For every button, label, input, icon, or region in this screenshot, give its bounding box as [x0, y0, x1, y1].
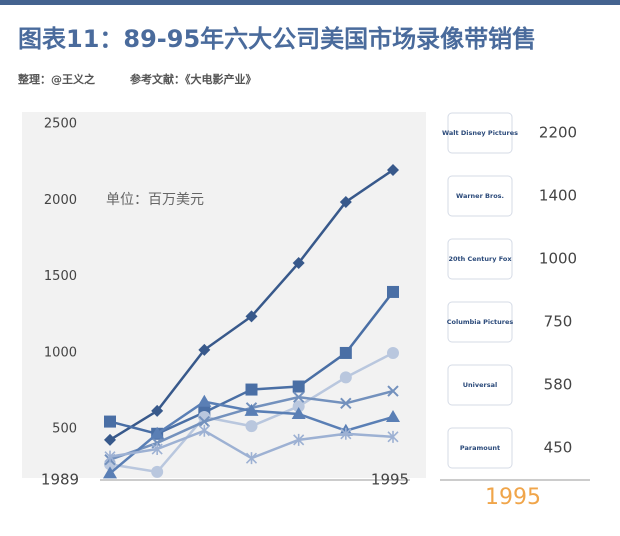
y-tick-label: 2000: [44, 193, 77, 208]
marker: [387, 285, 399, 298]
legend-badge: [447, 175, 513, 217]
legend-value: 1000: [539, 250, 577, 268]
legend-label: Universal: [463, 381, 497, 389]
marker: [293, 433, 305, 446]
y-tick-label: 500: [52, 422, 77, 437]
marker: [104, 450, 116, 463]
legend-value: 450: [544, 439, 573, 457]
top-bar: [0, 0, 620, 5]
subtitle: 整理：@王义之: [17, 72, 95, 86]
x-tick-label: 1989: [41, 471, 79, 489]
legend-label: Warner Bros.: [456, 192, 504, 200]
marker: [292, 256, 305, 269]
marker: [245, 420, 258, 433]
marker: [339, 371, 352, 384]
marker: [104, 433, 116, 446]
marker: [340, 397, 352, 409]
marker: [387, 346, 399, 359]
marker: [104, 458, 116, 471]
legend-badge: [447, 364, 513, 406]
legend-label: Walt Disney Pictures: [442, 129, 518, 137]
marker: [292, 400, 305, 413]
marker: [245, 383, 258, 396]
marker: [151, 465, 164, 478]
legend-badge: [447, 112, 513, 154]
marker: [103, 466, 117, 479]
legend-label: 20th Century Fox: [448, 255, 512, 263]
legend-label: Paramount: [460, 444, 500, 452]
marker: [151, 404, 164, 417]
source: 参考文献：《大电影产业》: [130, 72, 257, 86]
marker: [291, 406, 306, 419]
marker: [292, 391, 305, 403]
marker: [386, 410, 400, 422]
marker: [245, 310, 258, 323]
x-tick-label: 1995: [371, 471, 409, 489]
plot-area: [22, 112, 426, 478]
marker: [387, 163, 399, 176]
marker: [198, 424, 210, 437]
legend-badge: [447, 301, 513, 343]
legend-label: Columbia Pictures: [447, 318, 514, 326]
legend-badge: [447, 238, 513, 280]
chart-title: 图表11：89-95年六大公司美国市场录像带销售: [18, 25, 536, 53]
marker: [387, 430, 399, 443]
marker: [244, 403, 259, 416]
y-tick-label: 1500: [44, 269, 77, 284]
y-tick-label: 1000: [44, 345, 77, 360]
marker: [150, 426, 165, 439]
marker: [339, 346, 352, 359]
marker: [198, 343, 211, 356]
annotation: 单位：百万美元: [106, 192, 204, 208]
marker: [104, 415, 116, 428]
legend-value: 750: [544, 313, 573, 331]
marker: [387, 385, 399, 397]
marker: [245, 452, 258, 465]
legend-badge: [447, 427, 513, 469]
y-tick-label: 2500: [44, 117, 77, 132]
marker: [292, 380, 305, 393]
marker: [151, 443, 163, 456]
legend-value: 2200: [539, 124, 577, 142]
marker: [339, 195, 352, 208]
legend-value: 580: [544, 376, 573, 394]
legend-year: 1995: [485, 485, 541, 510]
marker: [340, 427, 352, 440]
marker: [198, 415, 211, 428]
marker: [197, 394, 212, 407]
legend-value: 1400: [539, 187, 577, 205]
